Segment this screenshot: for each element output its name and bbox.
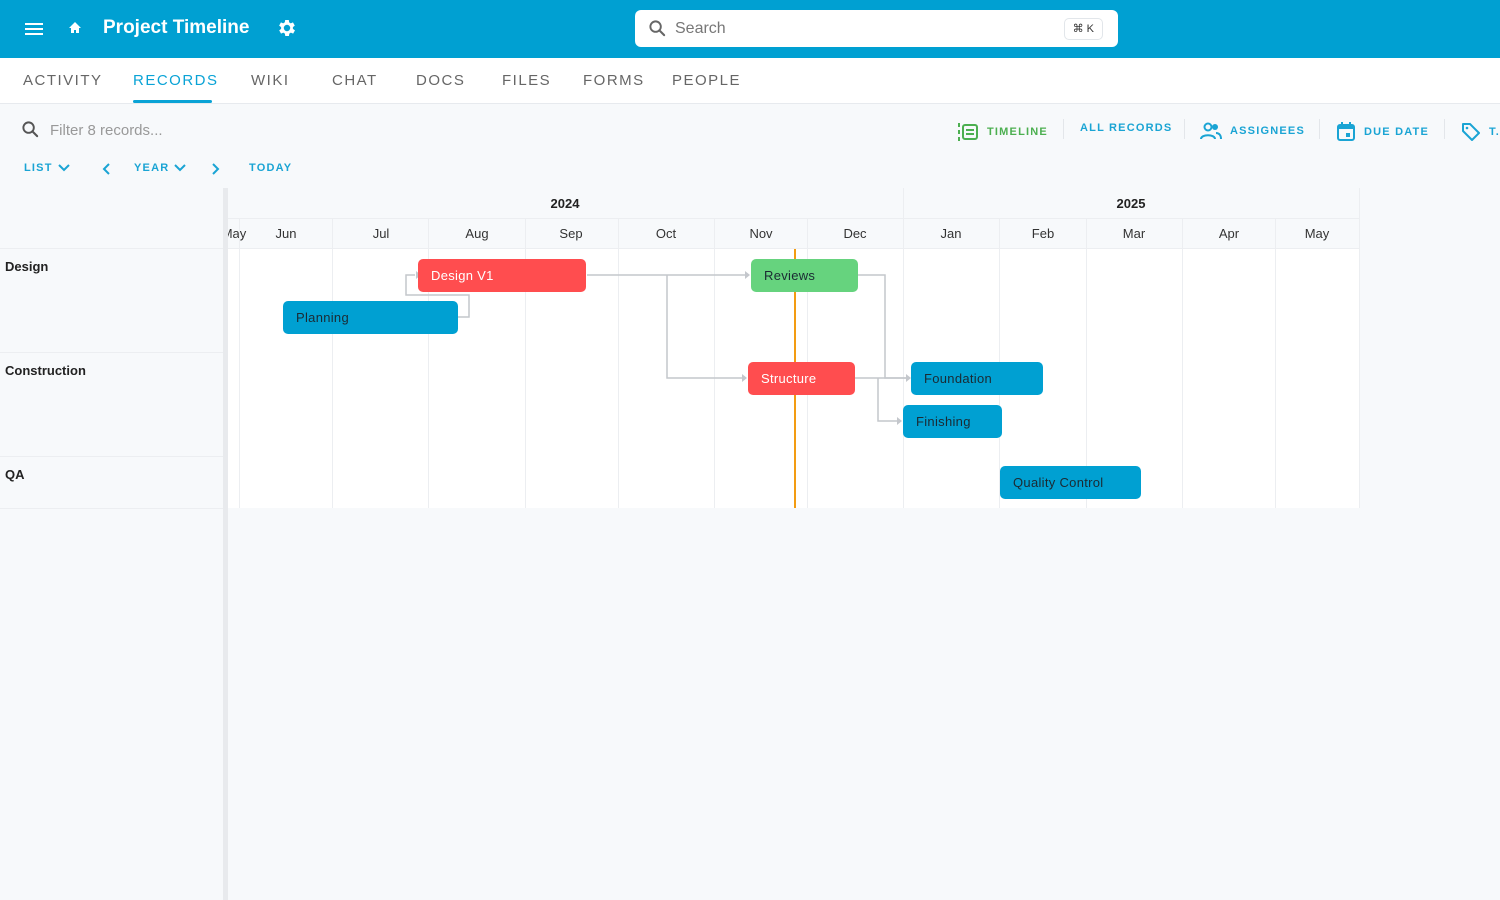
view-tags-label: T... — [1489, 126, 1500, 138]
month-label: Sep — [559, 226, 583, 241]
view-timeline-button[interactable]: TIMELINE — [957, 122, 1048, 142]
task-bar-reviews[interactable]: Reviews — [751, 259, 858, 292]
year-label: 2025 — [1116, 196, 1146, 211]
month-label: Jan — [940, 226, 962, 241]
grid-line — [903, 219, 904, 508]
tab-forms[interactable]: FORMS — [583, 72, 645, 89]
month-label: Oct — [655, 226, 677, 241]
month-label: May — [1304, 226, 1330, 241]
search-icon — [649, 20, 666, 37]
filter-search-icon — [22, 121, 39, 138]
month-label: Apr — [1218, 226, 1240, 241]
divider — [903, 188, 904, 219]
month-label: Feb — [1031, 226, 1055, 241]
tab-chat[interactable]: CHAT — [332, 72, 378, 89]
month-label: Mar — [1122, 226, 1146, 241]
chevron-left-icon — [102, 163, 110, 175]
task-bar-planning[interactable]: Planning — [283, 301, 458, 334]
grid-line — [1182, 219, 1183, 508]
grid-line — [1086, 219, 1087, 508]
shortcut-hint: ⌘ K — [1063, 18, 1103, 40]
grid-line — [714, 219, 715, 508]
tab-activity[interactable]: ACTIVITY — [23, 72, 103, 89]
chevron-down-icon — [57, 164, 70, 172]
timeline-overflow-area — [1360, 188, 1500, 508]
divider — [1319, 119, 1320, 139]
month-label: Aug — [465, 226, 489, 241]
grid-line — [618, 219, 619, 508]
divider — [1184, 119, 1185, 139]
view-due-date-label: DUE DATE — [1364, 126, 1430, 138]
chevron-down-icon — [174, 164, 187, 172]
scale-label: YEAR — [134, 162, 170, 174]
month-label: Dec — [843, 226, 867, 241]
tab-people[interactable]: PEOPLE — [672, 72, 742, 89]
view-assignees-button[interactable]: ASSIGNEES — [1200, 122, 1305, 140]
grid-line — [332, 219, 333, 508]
divider — [1444, 119, 1445, 139]
view-assignees-label: ASSIGNEES — [1230, 125, 1305, 137]
month-label: May — [228, 226, 247, 241]
scale-dropdown[interactable]: YEAR — [134, 162, 187, 174]
menu-icon[interactable] — [24, 19, 44, 39]
tab-files[interactable]: FILES — [502, 72, 552, 89]
grid-line — [1275, 219, 1276, 508]
next-button[interactable] — [210, 162, 220, 176]
view-tags-button[interactable]: T... — [1461, 122, 1500, 142]
tag-icon — [1462, 123, 1480, 141]
group-label-construction: Construction — [5, 363, 86, 378]
chevron-right-icon — [212, 163, 220, 175]
today-button[interactable]: TODAY — [249, 162, 292, 174]
task-bar-quality-control[interactable]: Quality Control — [1000, 466, 1141, 499]
view-all-records-button[interactable]: ALL RECORDS — [1080, 122, 1172, 134]
today-label: TODAY — [249, 162, 293, 174]
divider — [0, 352, 223, 353]
gear-icon[interactable] — [276, 17, 298, 39]
view-all-records-label: ALL RECORDS — [1080, 122, 1173, 134]
top-bar: Project Timeline ⌘ K — [0, 0, 1500, 58]
divider — [1063, 119, 1064, 139]
grid-line — [428, 219, 429, 508]
grid-line — [525, 219, 526, 508]
year-label: 2024 — [550, 196, 580, 211]
search-box[interactable]: ⌘ K — [635, 10, 1118, 47]
month-label: Nov — [749, 226, 773, 241]
calendar-icon — [1337, 122, 1355, 141]
home-icon[interactable] — [67, 20, 83, 36]
filter-input[interactable] — [50, 119, 350, 141]
list-dropdown[interactable]: LIST — [24, 162, 71, 174]
panel-resize-handle[interactable] — [223, 188, 228, 900]
list-label: LIST — [24, 162, 53, 174]
year-header: 2024 2025 — [228, 188, 1360, 219]
tab-wiki[interactable]: WIKI — [251, 72, 290, 89]
tab-bar: ACTIVITY RECORDS WIKI CHAT DOCS FILES FO… — [0, 58, 1500, 104]
task-bar-finishing[interactable]: Finishing — [903, 405, 1002, 438]
view-due-date-button[interactable]: DUE DATE — [1336, 122, 1429, 142]
tab-records[interactable]: RECORDS — [133, 72, 219, 89]
group-label-qa: QA — [5, 467, 25, 482]
month-label: Jun — [275, 226, 297, 241]
month-label: Jul — [372, 226, 390, 241]
search-input[interactable] — [675, 16, 1055, 41]
divider — [0, 248, 223, 249]
divider — [0, 508, 223, 509]
grid-line — [239, 219, 240, 508]
grid-line — [1359, 188, 1360, 508]
task-bar-design-v1[interactable]: Design V1 — [418, 259, 586, 292]
month-header: May Jun Jul Aug Sep Oct Nov Dec Jan Feb … — [228, 219, 1360, 249]
divider — [0, 456, 223, 457]
app-title: Project Timeline — [103, 17, 250, 38]
group-panel: Design Construction QA — [0, 188, 223, 900]
group-label-design: Design — [5, 259, 49, 274]
tab-docs[interactable]: DOCS — [416, 72, 466, 89]
active-tab-indicator — [133, 100, 212, 103]
view-timeline-label: TIMELINE — [987, 126, 1048, 138]
prev-button[interactable] — [102, 162, 112, 176]
task-bar-structure[interactable]: Structure — [748, 362, 855, 395]
timeline-chart: 2024 2025 May Jun Jul Aug Sep Oct Nov De… — [228, 188, 1360, 508]
people-icon — [1200, 122, 1222, 140]
timeline-icon — [958, 123, 978, 141]
task-bar-foundation[interactable]: Foundation — [911, 362, 1043, 395]
